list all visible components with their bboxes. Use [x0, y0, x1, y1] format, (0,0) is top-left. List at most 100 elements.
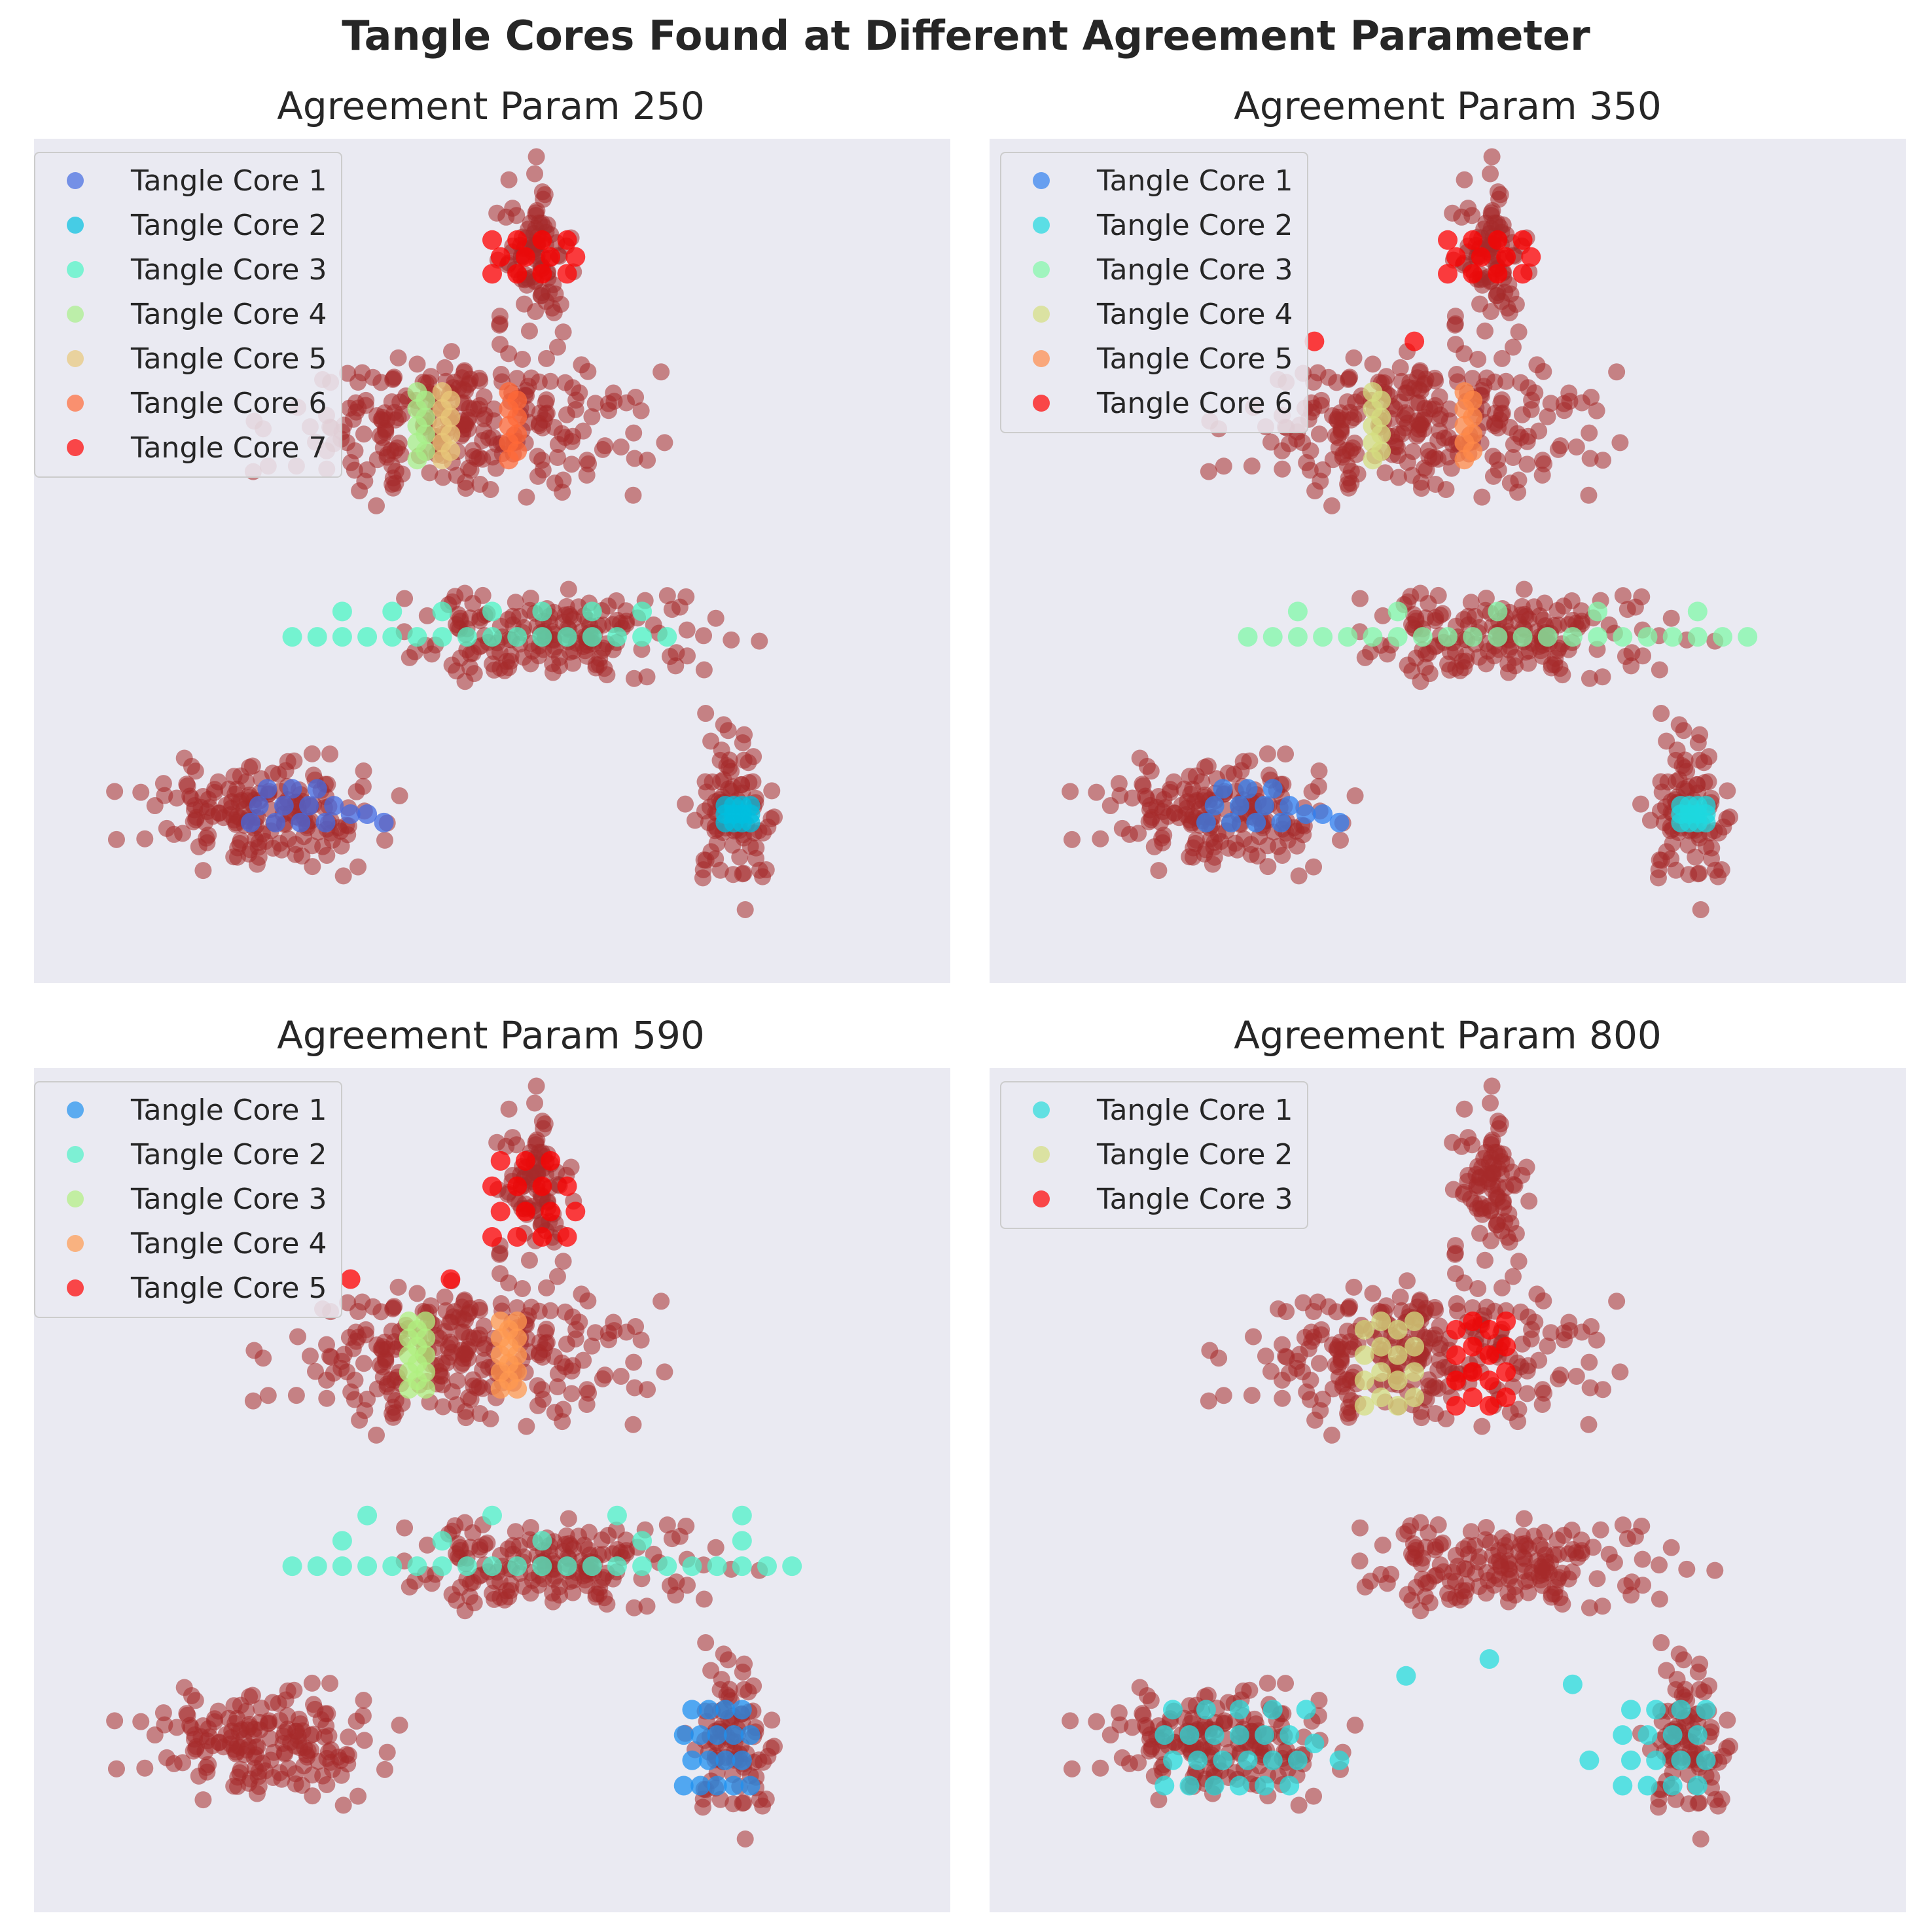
background-point: [1404, 442, 1422, 460]
tangle-core-3-point: [432, 601, 452, 622]
background-point: [1668, 773, 1685, 791]
background-point: [1333, 420, 1350, 438]
tangle-core-5-point: [565, 1202, 586, 1222]
background-point: [200, 1720, 217, 1738]
background-point: [318, 1776, 336, 1793]
tangle-core-1-point: [1262, 779, 1283, 799]
tangle-core-7-point: [532, 264, 552, 284]
background-point: [1274, 460, 1291, 478]
background-point: [1483, 1077, 1501, 1095]
legend-marker: [1033, 350, 1050, 367]
tangle-core-2-point: [1354, 1370, 1374, 1391]
background-point: [1137, 787, 1154, 805]
background-point: [1414, 1570, 1431, 1588]
background-point: [554, 1253, 572, 1270]
background-point: [563, 455, 581, 473]
background-point: [1200, 1392, 1217, 1410]
tangle-core-2-point: [732, 1505, 752, 1526]
background-point: [1703, 839, 1721, 857]
tangle-core-7-point: [482, 230, 502, 250]
background-point: [545, 1348, 563, 1365]
legend-marker: [67, 1146, 84, 1163]
background-point: [227, 814, 245, 832]
background-point: [1634, 1550, 1651, 1568]
background-point: [1535, 363, 1552, 380]
background-point: [1234, 1682, 1252, 1700]
background-point: [1407, 1539, 1425, 1556]
background-point: [586, 395, 604, 412]
background-point: [1398, 1272, 1416, 1290]
background-point: [223, 1723, 241, 1740]
background-point: [1549, 440, 1567, 458]
background-point: [1449, 1558, 1467, 1575]
tangle-core-2-point: [1387, 1345, 1408, 1365]
background-point: [698, 783, 715, 801]
legend-item-5: Tangle Core 5: [47, 1266, 327, 1310]
tangle-core-2-point: [532, 1531, 552, 1551]
tangle-core-6-point: [1463, 264, 1483, 284]
background-point: [1581, 424, 1598, 442]
tangle-core-6-point: [1463, 230, 1483, 250]
background-point: [677, 795, 694, 813]
background-point: [1719, 1711, 1736, 1729]
tangle-core-1-point: [1154, 1776, 1175, 1796]
background-point: [1435, 1359, 1453, 1376]
tangle-core-3-point: [416, 1345, 436, 1365]
tangle-core-6-point: [1512, 230, 1533, 250]
background-point: [638, 1598, 656, 1615]
tangle-core-3-point: [1463, 1336, 1483, 1357]
background-point: [1608, 1293, 1626, 1310]
background-point: [1312, 473, 1329, 490]
background-point: [695, 661, 713, 679]
background-point: [1456, 171, 1473, 188]
background-point: [1234, 753, 1252, 770]
background-point: [1312, 1402, 1329, 1419]
background-point: [391, 787, 408, 804]
background-point: [1199, 757, 1217, 775]
background-point: [1535, 1292, 1552, 1310]
background-point: [516, 295, 533, 313]
tangle-core-1-point: [673, 1776, 694, 1796]
tangle-core-7-point: [490, 247, 510, 267]
tangle-core-1-point: [1662, 1776, 1683, 1796]
background-point: [227, 1743, 245, 1761]
background-point: [107, 1760, 125, 1777]
background-point: [1410, 425, 1427, 443]
background-point: [349, 1787, 367, 1805]
tangle-core-1-point: [324, 796, 344, 816]
tangle-core-1-point: [698, 1700, 719, 1720]
background-point: [565, 611, 582, 628]
tangle-core-5-point: [557, 1176, 577, 1196]
tangle-core-3-point: [1687, 627, 1708, 647]
background-point: [1155, 827, 1173, 844]
legend-marker: [67, 1235, 84, 1252]
background-point: [715, 1645, 732, 1663]
background-point: [528, 148, 545, 166]
background-point: [1520, 1192, 1538, 1210]
background-point: [504, 1537, 522, 1554]
background-point: [389, 1278, 407, 1296]
background-point: [291, 1739, 308, 1757]
background-point: [1594, 1598, 1611, 1615]
background-point: [387, 1392, 404, 1410]
tangle-core-5-point: [482, 1227, 502, 1247]
background-point: [1435, 429, 1453, 447]
background-point: [579, 1292, 597, 1310]
background-point: [1201, 1342, 1219, 1359]
background-point: [418, 1536, 436, 1554]
background-point: [1622, 657, 1640, 675]
tangle-core-2-point: [1371, 1336, 1391, 1357]
background-point: [1449, 1302, 1467, 1320]
tangle-core-3-point: [1387, 627, 1408, 647]
background-point: [522, 589, 539, 607]
background-point: [1391, 393, 1409, 411]
tangle-core-3-point: [1496, 1362, 1516, 1382]
background-point: [702, 843, 720, 861]
legend-item-1: Tangle Core 1: [47, 158, 327, 203]
background-point: [446, 1517, 464, 1535]
background-point: [1510, 1253, 1528, 1270]
tangle-core-3-point: [1479, 1370, 1499, 1391]
panel-title-3: Agreement Param 590: [277, 1013, 705, 1058]
background-point: [763, 1711, 781, 1729]
legend-label: Tangle Core 3: [131, 1182, 327, 1216]
